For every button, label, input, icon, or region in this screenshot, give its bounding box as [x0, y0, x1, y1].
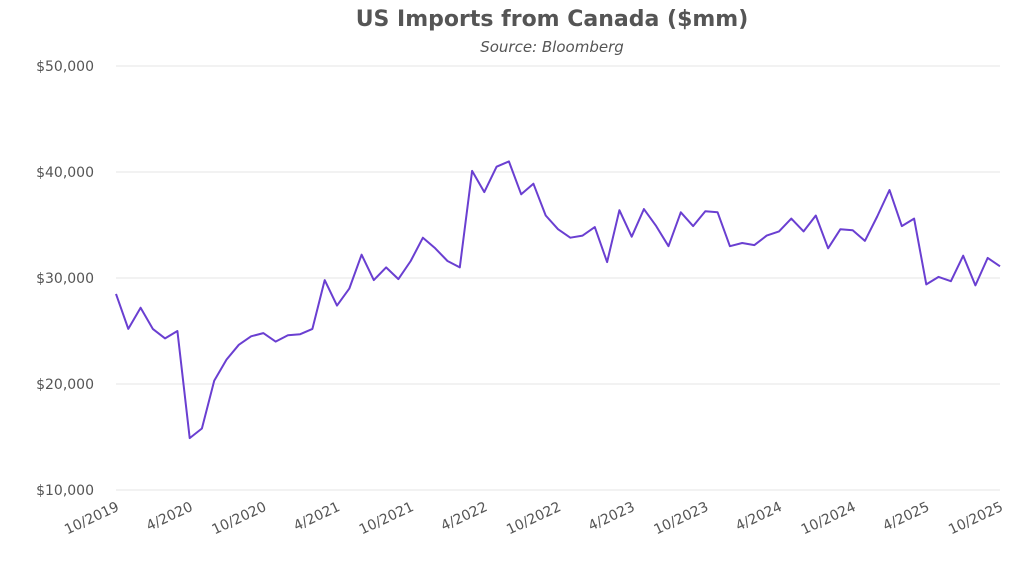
x-tick-label: 4/2025: [881, 499, 932, 534]
x-tick-label: 4/2020: [144, 499, 195, 534]
y-tick-label: $50,000: [36, 59, 94, 75]
x-tick-label: 10/2019: [62, 499, 121, 538]
x-tick-label: 10/2024: [799, 499, 859, 538]
chart-title: US Imports from Canada ($mm): [356, 7, 749, 32]
y-tick-label: $30,000: [36, 271, 94, 287]
x-tick-label: 4/2021: [291, 499, 342, 534]
x-tick-label: 10/2021: [357, 499, 416, 538]
y-tick-label: $20,000: [36, 377, 94, 393]
y-axis-tick-labels: $10,000 $20,000 $30,000 $40,000 $50,000: [36, 59, 94, 499]
gridlines: [116, 65, 1000, 491]
x-tick-label: 4/2022: [439, 499, 490, 534]
chart-subtitle: Source: Bloomberg: [480, 38, 624, 56]
x-tick-label: 10/2023: [652, 499, 711, 538]
x-tick-label: 10/2020: [210, 499, 269, 538]
x-axis-tick-labels: 10/2019 4/2020 10/2020 4/2021 10/2021 4/2022 1…: [62, 499, 1005, 538]
x-tick-label: 4/2024: [733, 499, 784, 534]
series-line: [115, 160, 1001, 440]
x-tick-label: 10/2022: [504, 499, 563, 538]
series: [115, 160, 1001, 440]
x-tick-label: 4/2023: [586, 499, 637, 534]
x-tick-label: 10/2025: [946, 499, 1005, 538]
y-tick-label: $40,000: [36, 165, 94, 181]
y-tick-label: $10,000: [36, 483, 94, 499]
